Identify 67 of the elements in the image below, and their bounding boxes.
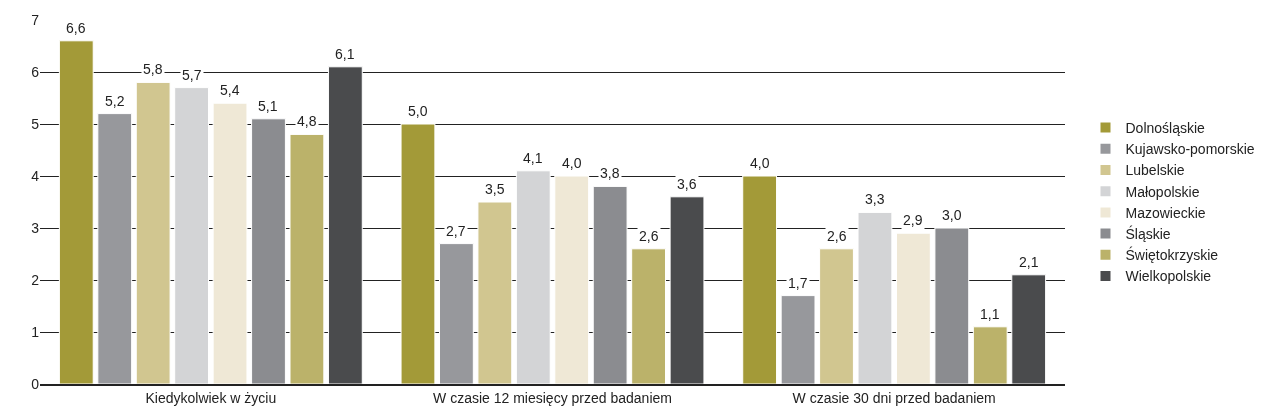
bar [819, 248, 854, 384]
data-label: 5,0 [408, 103, 428, 119]
data-label: 5,7 [182, 67, 202, 83]
data-label: 2,6 [827, 228, 847, 244]
legend-label: Mazowieckie [1125, 204, 1206, 221]
data-label: 3,6 [677, 176, 697, 192]
bar [554, 175, 590, 384]
bar [742, 175, 778, 384]
bar [515, 170, 551, 384]
data-label: 6,6 [66, 20, 86, 36]
bar [972, 326, 1008, 384]
data-label: 1,1 [980, 306, 1000, 322]
x-tick-label: W czasie 12 miesięcy przed badaniem [433, 389, 672, 406]
y-tick-label: 1 [31, 323, 40, 340]
x-tick-label: W czasie 30 dni przed badaniem [792, 389, 996, 406]
data-label: 3,5 [485, 181, 505, 197]
bar [895, 232, 931, 384]
y-tick-label: 5 [31, 115, 40, 132]
bar [780, 295, 816, 384]
data-label: 3,8 [600, 165, 620, 181]
data-label: 2,9 [903, 212, 923, 228]
legend-label: Świętokrzyskie [1125, 246, 1219, 264]
bar [135, 81, 171, 384]
bar [97, 113, 133, 384]
bar [400, 123, 436, 384]
bar [251, 118, 286, 384]
bar [58, 40, 94, 384]
data-label: 4,0 [562, 155, 582, 171]
data-label: 5,2 [105, 93, 125, 109]
y-tick-label: 3 [31, 219, 40, 236]
bar [438, 243, 474, 384]
data-label: 2,7 [446, 223, 466, 239]
y-tick-label: 6 [31, 63, 40, 80]
data-label: 6,1 [335, 46, 355, 62]
bar [1011, 274, 1047, 384]
legend-label: Śląskie [1125, 225, 1171, 243]
bar [669, 196, 705, 384]
bar [212, 102, 248, 384]
bar [934, 227, 970, 384]
legend-label: Lubelskie [1125, 162, 1185, 179]
bar [592, 185, 628, 384]
data-label: 5,1 [258, 98, 278, 114]
bar [327, 66, 363, 384]
data-label: 3,3 [865, 191, 885, 207]
x-tick-label: Kiedykolwiek w życiu [145, 389, 277, 406]
data-label: 5,8 [143, 61, 163, 77]
data-label: 1,7 [788, 275, 808, 291]
legend-label: Kujawsko-pomorskie [1125, 141, 1255, 158]
data-label: 4,8 [297, 113, 317, 129]
bar [631, 248, 667, 384]
data-label: 3,0 [942, 207, 962, 223]
bar [477, 201, 513, 384]
legend-label: Dolnośląskie [1125, 120, 1206, 137]
y-tick-label: 4 [31, 167, 40, 184]
bar [174, 87, 210, 384]
data-label: 4,1 [523, 150, 543, 166]
data-label: 2,1 [1019, 254, 1039, 270]
bar [289, 133, 325, 384]
y-tick-label: 2 [31, 271, 40, 288]
data-label: 2,6 [639, 228, 659, 244]
legend-label: Małopolskie [1125, 183, 1200, 200]
bar [857, 211, 893, 384]
y-tick-label: 0 [31, 375, 40, 392]
legend-label: Wielkopolskie [1125, 268, 1212, 285]
y-tick-label: 7 [31, 11, 40, 28]
data-label: 5,4 [220, 82, 240, 98]
data-label: 4,0 [750, 155, 770, 171]
